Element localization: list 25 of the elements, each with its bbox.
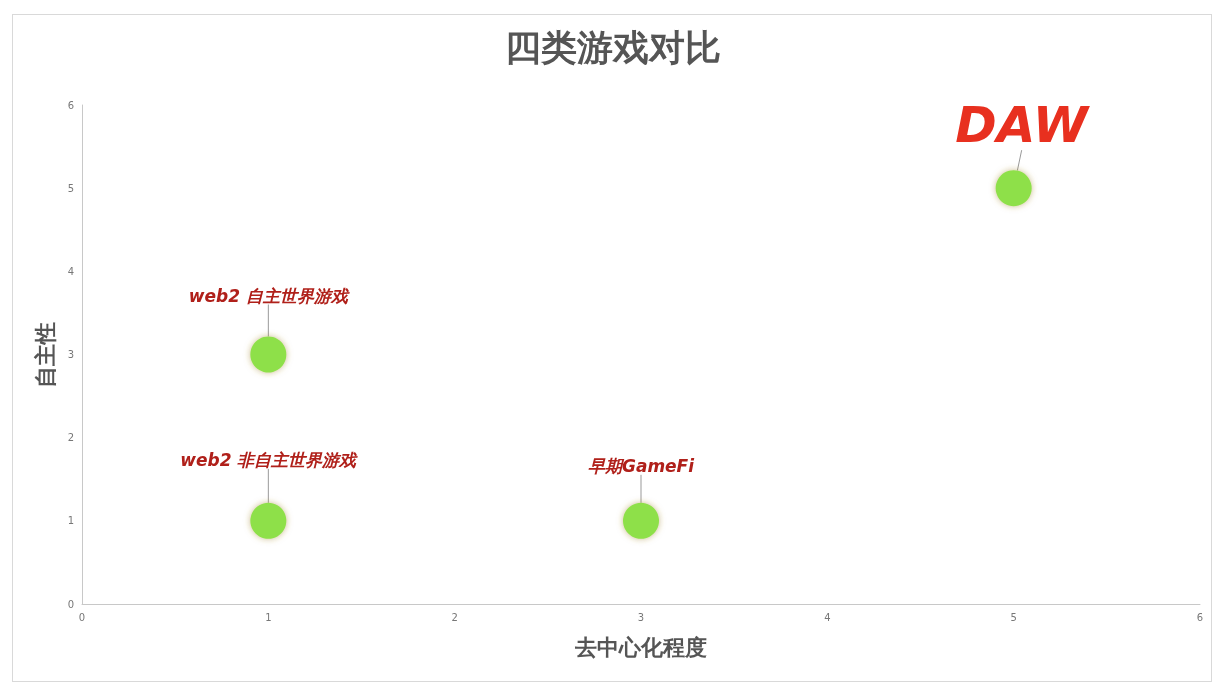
y-tick-label: 0	[67, 598, 74, 610]
point	[995, 170, 1032, 207]
chart-title: 四类游戏对比	[505, 26, 721, 68]
x-tick-label: 6	[1196, 611, 1204, 623]
annotation: web2 自主世界游戏	[188, 286, 350, 306]
y-axis-title: 自主性	[33, 321, 59, 388]
x-tick-label: 0	[78, 611, 86, 623]
y-tick-label: 4	[67, 265, 74, 277]
y-tick-label: 6	[67, 99, 74, 111]
y-tick-label: 2	[67, 432, 74, 444]
x-axis-title: 去中心化程度	[574, 634, 707, 660]
y-tick-label: 3	[67, 349, 74, 360]
point	[250, 336, 287, 373]
annotation: 早期GameFi	[587, 456, 696, 477]
point	[623, 502, 659, 539]
point	[250, 502, 287, 539]
annotation: web2 非自主世界游戏	[180, 450, 359, 471]
x-tick-label: 1	[265, 611, 272, 623]
x-tick-label: 5	[1010, 611, 1017, 623]
x-tick-label: 4	[824, 611, 831, 623]
y-tick-label: 5	[67, 182, 74, 194]
x-tick-label: 3	[637, 611, 645, 623]
x-tick-label: 2	[451, 611, 458, 623]
annotation: DAW	[955, 96, 1091, 155]
y-tick-label: 1	[67, 515, 74, 527]
